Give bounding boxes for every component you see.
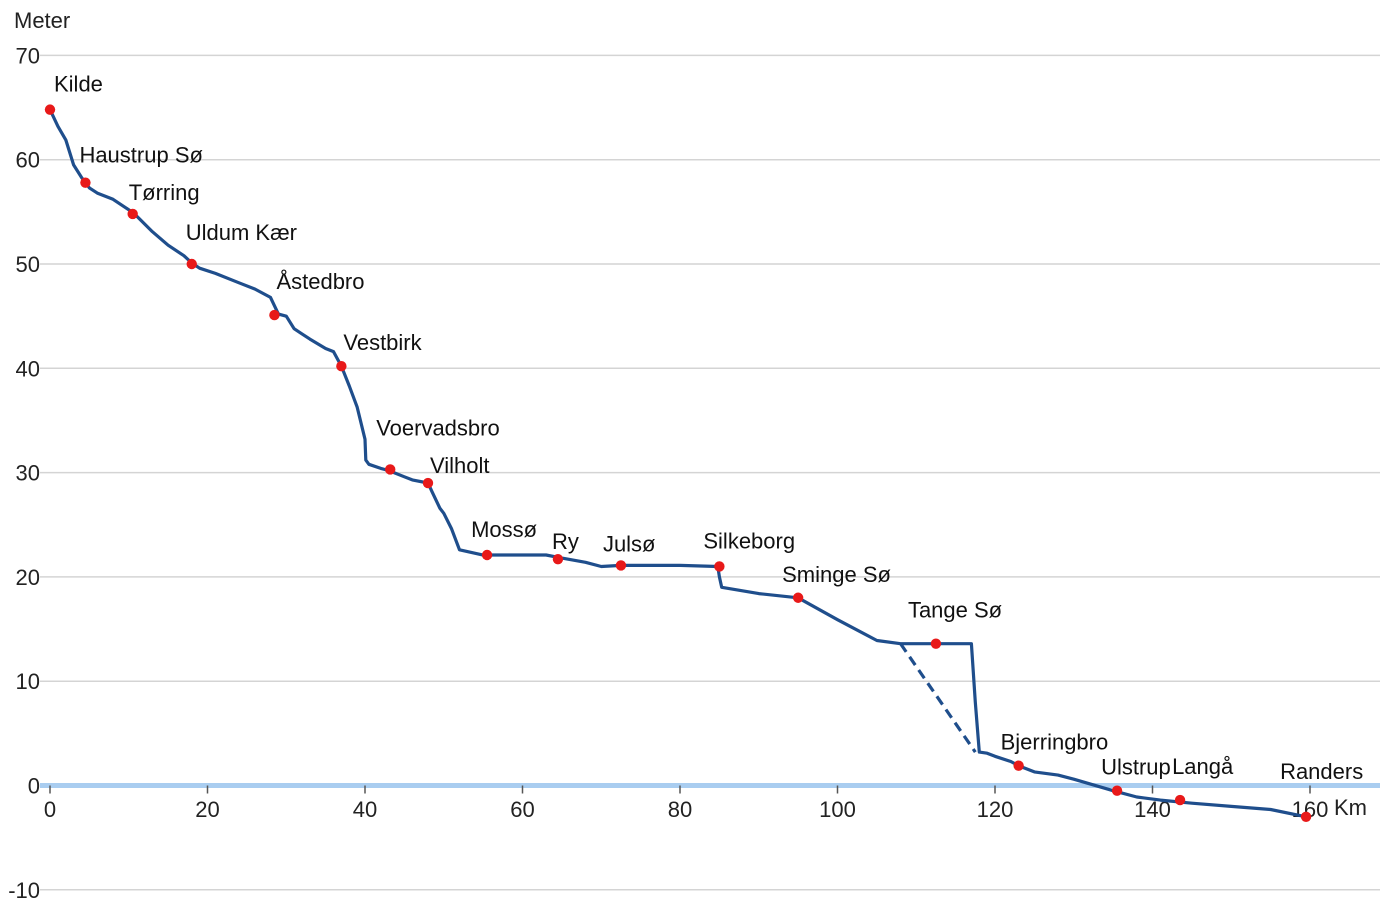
- place-label: Ulstrup: [1101, 755, 1171, 780]
- x-tick-label: 40: [353, 797, 377, 822]
- place-marker: [615, 560, 627, 571]
- place-marker: [336, 361, 347, 372]
- place-label: Julsø: [603, 531, 656, 556]
- place-label: Vestbirk: [343, 330, 422, 355]
- place-marker: [1013, 760, 1024, 771]
- y-tick-label: 70: [16, 43, 40, 68]
- y-tick-label: 10: [16, 669, 40, 694]
- place-marker: [552, 553, 564, 565]
- place-label: Haustrup Sø: [79, 143, 203, 168]
- place-label: Voervadsbro: [376, 415, 500, 440]
- y-axis-ticks: -10 0 10 20 30 40 50 60 70: [8, 43, 40, 902]
- place-label: Silkeborg: [703, 528, 795, 553]
- place-marker: [1174, 794, 1186, 806]
- place-marker: [186, 258, 197, 270]
- place-label: Vilholt: [430, 453, 490, 478]
- y-tick-label: 40: [16, 356, 40, 381]
- place-label: Kilde: [54, 72, 103, 97]
- river-profile: [48, 107, 1308, 819]
- place-label: Åstedbro: [276, 269, 364, 294]
- place-label: Bjerringbro: [1001, 730, 1109, 755]
- profile-line: [48, 107, 1308, 819]
- place-label: Uldum Kær: [186, 220, 297, 245]
- place-marker: [80, 177, 91, 188]
- place-marker: [422, 477, 434, 489]
- place-marker: [1111, 785, 1123, 796]
- place-marker: [385, 464, 396, 475]
- y-tick-label: 30: [16, 461, 40, 486]
- y-tick-label: 0: [28, 774, 40, 799]
- place-marker: [481, 549, 493, 561]
- place-marker: [127, 208, 138, 220]
- x-axis-label: Km: [1334, 795, 1367, 820]
- place-marker: [792, 592, 804, 603]
- x-tick-label: 0: [44, 797, 56, 822]
- x-tick-label: 20: [195, 797, 219, 822]
- place-markers: Kilde Haustrup Sø Tørring Uldum Kær Åstedbro…: [44, 72, 1363, 822]
- place-label: Sminge Sø: [782, 562, 891, 587]
- y-tick-label: 60: [16, 148, 40, 173]
- y-tick-label: 50: [16, 252, 40, 277]
- x-tick-label: 120: [977, 797, 1014, 822]
- place-label: Ry: [552, 529, 579, 554]
- y-tick-label: -10: [8, 878, 40, 903]
- x-tick-label: 80: [668, 797, 692, 822]
- place-label: Langå: [1172, 754, 1234, 779]
- y-tick-label: 20: [16, 565, 40, 590]
- place-label: Mossø: [471, 517, 537, 542]
- place-marker: [714, 561, 725, 572]
- x-tick-label: 60: [510, 797, 534, 822]
- dashed-bypass-line: [899, 642, 977, 754]
- place-label: Tange Sø: [908, 598, 1002, 623]
- y-axis-label: Meter: [14, 8, 70, 33]
- x-tick-label: 100: [819, 797, 856, 822]
- place-marker: [1300, 811, 1312, 822]
- place-marker: [269, 309, 280, 321]
- grid-lines: [40, 54, 1380, 891]
- place-marker: [44, 104, 56, 115]
- place-label: Randers: [1280, 759, 1363, 784]
- place-marker: [930, 638, 942, 649]
- x-axis-ticks: 0 20 40 60 80 100 120 140 160: [44, 785, 1328, 822]
- place-label: Tørring: [129, 180, 200, 205]
